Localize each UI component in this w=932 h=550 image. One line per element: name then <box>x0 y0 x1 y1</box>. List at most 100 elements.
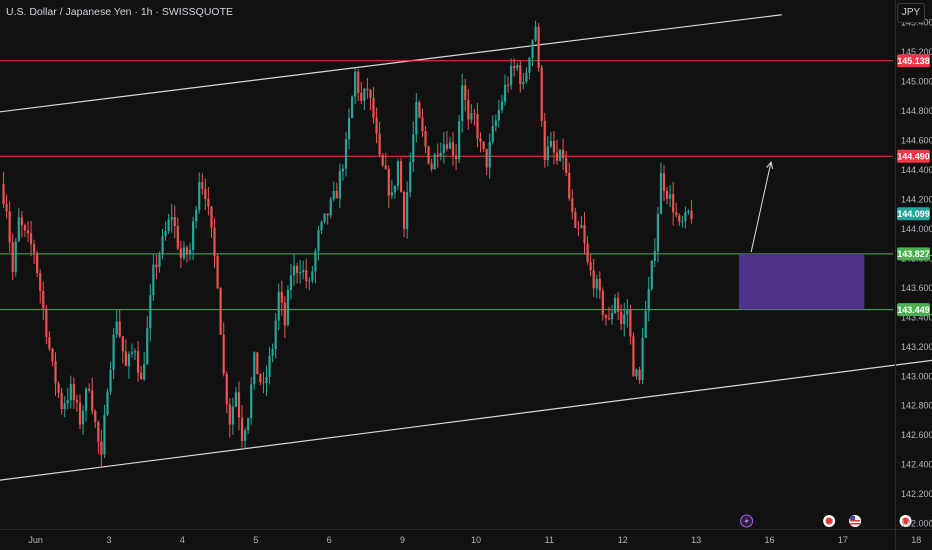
candle-body <box>537 26 540 68</box>
candle-body <box>510 65 513 86</box>
candle-body <box>384 165 387 169</box>
candle-body <box>363 88 366 101</box>
candle-body <box>406 192 409 230</box>
candle-body <box>271 348 274 356</box>
candle-body <box>299 272 302 274</box>
price-label-bg <box>897 54 930 68</box>
price-tick-label: 145.200 <box>901 47 932 57</box>
candle-body <box>2 184 5 205</box>
candle-body <box>531 40 534 58</box>
candle-body <box>381 154 384 166</box>
candle-body <box>555 152 559 161</box>
time-axis[interactable]: Jun345691011121316171819 <box>28 535 932 545</box>
candle-body <box>427 146 430 164</box>
candle-body <box>592 270 595 289</box>
time-tick-label: 10 <box>471 535 481 545</box>
candles <box>2 20 693 467</box>
candle-body <box>219 288 222 335</box>
candle-body <box>653 251 656 261</box>
candle-body <box>372 97 375 118</box>
candle-body <box>604 314 608 319</box>
candle-body <box>75 400 79 403</box>
candle-body <box>103 414 106 455</box>
candle-body <box>485 148 488 168</box>
time-tick-label: 18 <box>911 535 921 545</box>
projection-arrow <box>750 160 774 253</box>
candle-body <box>601 290 604 315</box>
price-tick-label: 145.000 <box>901 77 932 87</box>
candle-body <box>595 278 598 289</box>
candle-body <box>143 364 146 380</box>
buy-zone-rect <box>738 253 865 310</box>
candle-body <box>320 221 323 231</box>
candle-body <box>669 194 672 199</box>
candle-body <box>323 213 326 222</box>
candle-body <box>378 133 381 155</box>
candle-body <box>552 140 556 153</box>
time-tick-label: 11 <box>545 535 554 545</box>
candle-body <box>253 352 256 385</box>
candle-body <box>565 158 568 173</box>
candle-body <box>100 441 103 455</box>
price-axis[interactable]: 142.000 142.200 142.400 142.600 142.800 143.0… <box>901 18 932 529</box>
candle-body <box>204 188 207 200</box>
candle-body <box>439 152 442 157</box>
buy-zone <box>738 253 865 310</box>
candle-body <box>626 310 629 315</box>
candle-body <box>23 225 27 231</box>
event-markers[interactable] <box>740 514 932 528</box>
candle-body <box>534 26 537 41</box>
candle-body <box>277 291 280 321</box>
candle-body <box>231 406 234 425</box>
candle-body <box>540 67 543 121</box>
lightning-icon[interactable] <box>740 514 754 528</box>
candle-body <box>454 155 458 160</box>
channel-lines <box>0 14 932 481</box>
candle-body <box>302 270 305 273</box>
candle-body <box>292 265 296 276</box>
candle-body <box>124 351 127 366</box>
candle-body <box>179 248 182 258</box>
candle-body <box>130 352 134 354</box>
candle-body <box>393 185 397 193</box>
candle-body <box>274 320 277 349</box>
candle-body <box>94 411 97 423</box>
candle-body <box>317 230 320 252</box>
currency-button[interactable]: JPY <box>897 3 925 23</box>
candle-body <box>326 213 329 216</box>
candle-body <box>170 216 173 220</box>
candle-body <box>106 391 109 415</box>
candle-body <box>216 256 219 289</box>
candle-body <box>152 264 155 296</box>
candle-body <box>286 289 290 326</box>
flag-us-icon[interactable] <box>849 515 862 527</box>
candle-body <box>497 109 500 121</box>
price-label-text: 143.449 <box>897 305 930 315</box>
candle-body <box>78 402 82 425</box>
candle-body <box>656 213 659 252</box>
price-tick-label: 144.200 <box>901 194 932 204</box>
candle-body <box>390 192 393 196</box>
price-tick-label: 144.800 <box>901 106 932 116</box>
candle-body <box>164 231 167 237</box>
candle-body <box>88 388 91 391</box>
candle-body <box>26 230 30 234</box>
channel-lower-line <box>0 359 932 481</box>
price-label-text: 143.827 <box>897 249 930 259</box>
candle-body <box>589 262 592 271</box>
candle-body <box>354 71 357 97</box>
candle-body <box>638 369 641 381</box>
candle-body <box>228 404 231 425</box>
candle-body <box>8 211 11 243</box>
time-tick-label: 6 <box>327 535 332 545</box>
price-tick-label: 142.400 <box>901 460 932 470</box>
candle-body <box>430 163 433 170</box>
event-red-icon[interactable] <box>899 515 912 527</box>
channel-upper-line <box>0 14 782 113</box>
candle-body <box>149 295 152 329</box>
event-red-icon[interactable] <box>823 515 836 527</box>
candle-body <box>687 210 690 213</box>
candle-body <box>369 90 372 98</box>
candle-body <box>295 265 299 273</box>
